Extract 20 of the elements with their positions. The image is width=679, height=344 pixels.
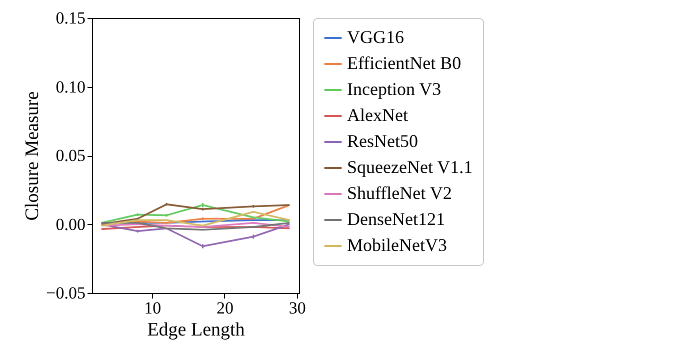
legend-label: MobileNetV3 (347, 235, 447, 255)
y-tick-label: 0.05 (56, 146, 86, 165)
x-axis-title: Edge Length (147, 320, 246, 340)
legend-label: DenseNet121 (347, 209, 445, 229)
x-tick-label: 30 (288, 298, 306, 318)
y-tick-label: 0.15 (56, 8, 86, 28)
x-tick-label: 20 (216, 298, 234, 318)
x-tick-label: 10 (144, 298, 162, 318)
y-axis-title: Closure Measure (22, 91, 44, 221)
legend-label: SqueezeNet V1.1 (347, 157, 473, 177)
y-tick-label: 0.00 (56, 214, 86, 234)
y-tick-label: −0.05 (46, 284, 86, 302)
y-tick-label: 0.10 (56, 77, 86, 96)
legend-label: ResNet50 (347, 131, 418, 151)
legend-label: Inception V3 (347, 79, 442, 99)
legend-label: ShuffleNet V2 (347, 183, 452, 203)
line-series (100, 222, 290, 231)
legend-label: AlexNet (347, 105, 408, 125)
legend-label: VGG16 (347, 27, 404, 47)
legend-label: EfficientNet B0 (347, 53, 462, 73)
